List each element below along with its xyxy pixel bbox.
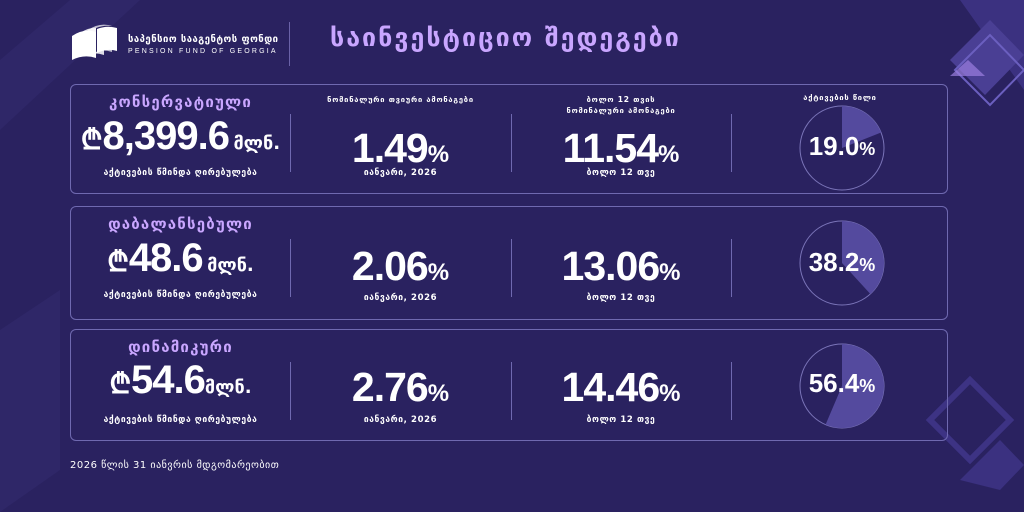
lari-icon: ₾ — [80, 124, 103, 155]
fund-card-dynamic: დინამიკური ₾54.6მლნ. აქტივების წმინდა ღი… — [70, 329, 948, 441]
as-of-date-note: 2026 წლის 31 იანვრის მდგომარეობით — [70, 460, 280, 471]
lari-icon: ₾ — [107, 246, 129, 277]
column-divider — [731, 239, 732, 297]
annual-period: ბოლო 12 თვე — [586, 415, 656, 425]
header: საპენსიო სააგენტოს ფონდი PENSION FUND OF… — [70, 22, 279, 66]
column-divider — [290, 114, 291, 172]
asset-share-pie — [799, 343, 885, 429]
column-divider — [731, 362, 732, 420]
page-title: საინვესტიციო შედეგები — [330, 23, 681, 52]
asset-unit: მლნ. — [233, 133, 281, 154]
percent-sign: % — [658, 141, 680, 168]
annual-return-value: 13.06 — [561, 243, 661, 289]
pie-slice — [825, 344, 884, 428]
asset-share-pie — [799, 220, 885, 306]
annual-return-header: ბოლო 12 თვის ნომინალური ამონაგები — [511, 94, 731, 116]
annual-return-header-line2: ნომინალური ამონაგები — [566, 106, 676, 115]
annual-return: 14.46% — [511, 364, 731, 411]
fund-name: დინამიკური — [128, 338, 233, 356]
asset-share-pie — [799, 105, 885, 191]
annual-return: 13.06% — [511, 243, 731, 290]
monthly-period: იანვარი, 2026 — [363, 415, 438, 425]
column-divider — [290, 362, 291, 420]
pie-slice — [842, 106, 882, 148]
percent-sign: % — [427, 380, 450, 407]
monthly-return-header: ნომინალური თვიური ამონაგები — [327, 95, 474, 104]
fund-name: დაბალანსებული — [108, 215, 253, 233]
percent-sign: % — [859, 376, 876, 396]
logo-english-text: PENSION FUND OF GEORGIA — [128, 47, 278, 55]
pie-slice — [842, 221, 884, 294]
net-asset-value: ₾48.6 მლნ. — [71, 236, 290, 281]
net-asset-value: ₾54.6მლნ. — [71, 358, 290, 403]
lari-icon: ₾ — [109, 368, 132, 399]
percent-sign: % — [659, 380, 681, 407]
percent-sign: % — [859, 139, 876, 159]
asset-value: 8,399.6 — [102, 114, 230, 158]
asset-share-value: 38.2 — [808, 247, 860, 277]
monthly-return-value: 1.49 — [351, 125, 429, 171]
percent-sign: % — [427, 141, 450, 168]
monthly-period: იანვარი, 2026 — [363, 168, 438, 178]
asset-unit: მლნ. — [207, 255, 254, 276]
net-asset-value-label: აქტივების წმინდა ღირებულება — [103, 415, 258, 425]
monthly-return: 2.06% — [290, 243, 511, 290]
column-divider — [511, 114, 512, 172]
monthly-return: 2.76% — [290, 364, 511, 411]
column-divider — [731, 114, 732, 172]
asset-share-header: აქტივების წილი — [803, 93, 877, 102]
asset-share: 38.2% — [798, 247, 886, 278]
percent-sign: % — [427, 259, 450, 286]
net-asset-value-label: აქტივების წმინდა ღირებულება — [103, 168, 258, 178]
pension-fund-logo-icon — [72, 24, 117, 60]
fund-name: კონსერვატიული — [108, 93, 253, 111]
net-asset-value: ₾8,399.6 მლნ. — [71, 114, 290, 159]
percent-sign: % — [859, 255, 876, 275]
monthly-return-value: 2.06 — [351, 243, 429, 289]
asset-share-value: 19.0 — [808, 131, 860, 161]
fund-card-conservative: კონსერვატიული ₾8,399.6 მლნ. აქტივების წმ… — [70, 84, 948, 194]
asset-value: 54.6 — [131, 358, 206, 402]
fund-card-balanced: დაბალანსებული ₾48.6 მლნ. აქტივების წმინდ… — [70, 206, 948, 320]
annual-period: ბოლო 12 თვე — [586, 168, 656, 178]
annual-return-value: 14.46 — [561, 364, 661, 410]
header-divider — [289, 22, 290, 66]
logo-georgian-text: საპენსიო სააგენტოს ფონდი — [128, 33, 279, 45]
annual-period: ბოლო 12 თვე — [586, 293, 656, 303]
column-divider — [511, 362, 512, 420]
column-divider — [511, 239, 512, 297]
annual-return-header-line1: ბოლო 12 თვის — [586, 95, 656, 104]
asset-value: 48.6 — [128, 236, 204, 280]
logo-text: საპენსიო სააგენტოს ფონდი PENSION FUND OF… — [128, 34, 279, 55]
asset-share: 19.0% — [798, 131, 886, 162]
annual-return: 11.54% — [511, 125, 731, 172]
asset-unit: მლნ. — [204, 377, 252, 398]
percent-sign: % — [659, 259, 681, 286]
monthly-period: იანვარი, 2026 — [363, 293, 438, 303]
net-asset-value-label: აქტივების წმინდა ღირებულება — [103, 290, 258, 300]
column-divider — [290, 239, 291, 297]
monthly-return: 1.49% — [290, 125, 511, 172]
annual-return-value: 11.54 — [562, 125, 659, 171]
monthly-return-value: 2.76 — [351, 364, 429, 410]
asset-share-value: 56.4 — [808, 368, 860, 398]
asset-share: 56.4% — [798, 368, 886, 399]
